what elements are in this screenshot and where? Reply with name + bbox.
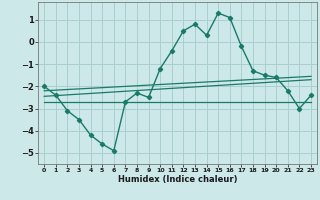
X-axis label: Humidex (Indice chaleur): Humidex (Indice chaleur) xyxy=(118,175,237,184)
